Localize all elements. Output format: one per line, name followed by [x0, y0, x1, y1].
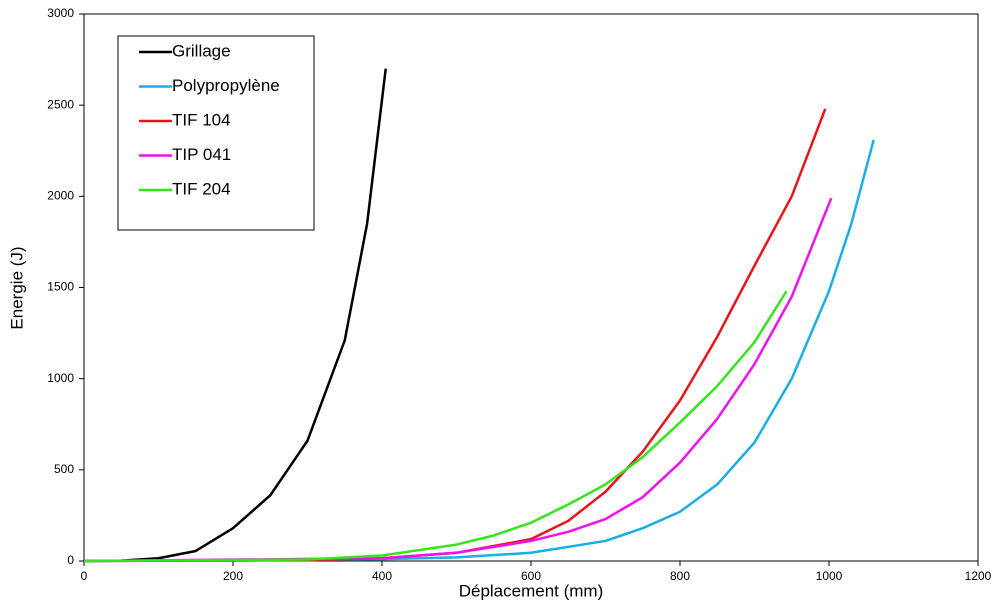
y-tick-label: 500: [54, 462, 74, 476]
series-line: [83, 290, 788, 563]
x-tick-label: 400: [372, 569, 392, 583]
x-tick-label: 1000: [816, 569, 843, 583]
x-tick-label: 600: [521, 569, 541, 583]
legend-label: Grillage: [172, 41, 231, 60]
x-tick-label: 1200: [965, 569, 992, 583]
y-tick-label: 3000: [47, 6, 74, 20]
legend-label: Polypropylène: [172, 76, 280, 95]
y-tick-label: 1000: [47, 371, 74, 385]
legend-label: TIF 204: [172, 179, 231, 198]
legend-label: TIP 041: [172, 145, 231, 164]
x-tick-label: 0: [81, 569, 88, 583]
y-tick-label: 0: [67, 553, 74, 567]
y-axis-title: Energie (J): [7, 246, 26, 329]
x-tick-label: 200: [223, 569, 243, 583]
y-tick-label: 1500: [47, 280, 74, 294]
y-tick-label: 2500: [47, 97, 74, 111]
legend-box: [117, 35, 315, 231]
x-tick-label: 800: [670, 569, 690, 583]
x-axis-title: Déplacement (mm): [459, 581, 604, 600]
series-line: [83, 197, 833, 563]
y-tick-label: 2000: [47, 189, 74, 203]
series-line: [83, 139, 875, 563]
legend-label: TIF 104: [172, 110, 231, 129]
